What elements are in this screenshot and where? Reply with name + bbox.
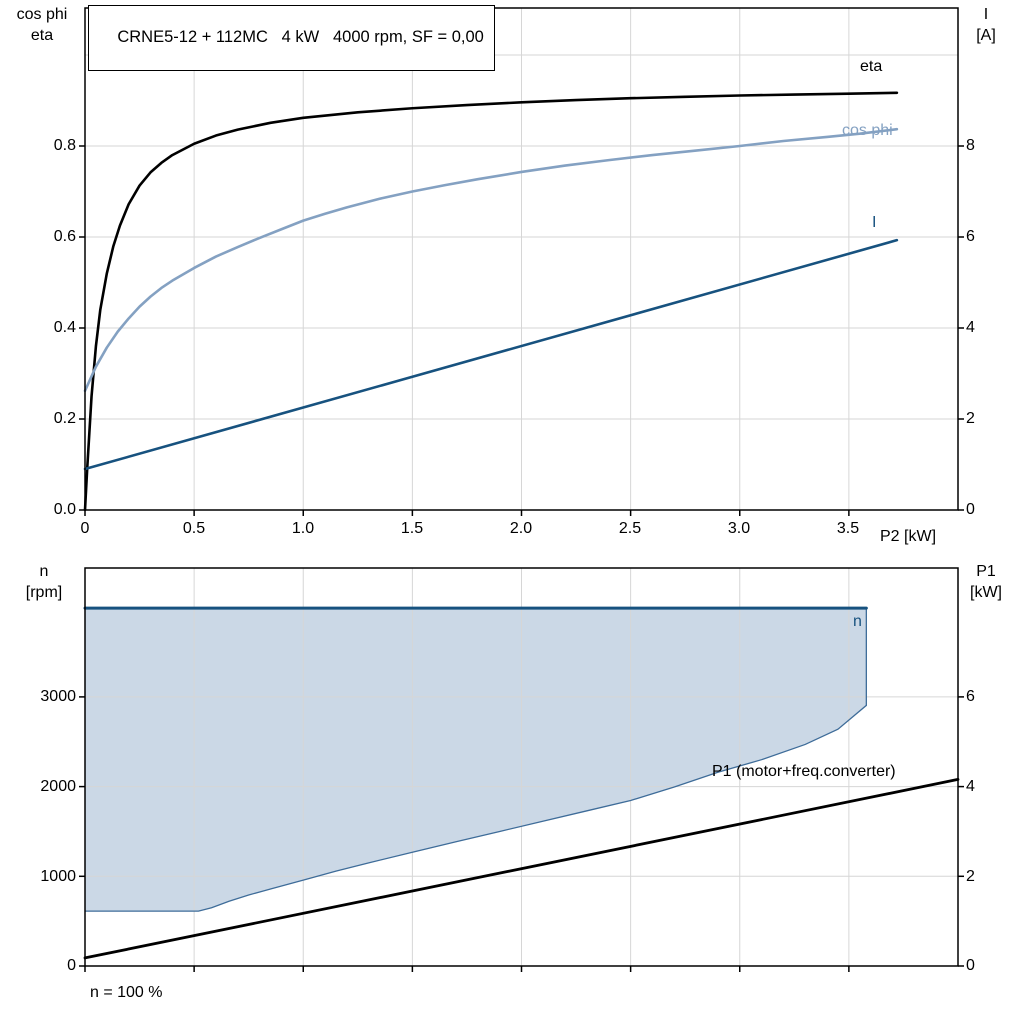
y-tick-label: 0.4	[53, 319, 76, 336]
y-tick-label: 6	[966, 688, 975, 705]
y-tick-label: 0.2	[53, 410, 76, 427]
top-right-axis-title: I [A]	[960, 4, 1012, 46]
y-tick-label: 0	[966, 957, 975, 974]
x-tick-label: 3.0	[727, 520, 751, 537]
bottom-right-axis-title: P1 [kW]	[958, 561, 1014, 603]
operating-region-boundary	[85, 608, 867, 912]
y-tick-label: 2	[966, 410, 975, 427]
x-axis-title: P2 [kW]	[880, 528, 937, 545]
y-tick-label: 0.8	[53, 137, 76, 154]
chart-title: CRNE5-12 + 112MC 4 kW 4000 rpm, SF = 0,0…	[117, 28, 484, 46]
eta-curve-label: eta	[860, 58, 883, 75]
y-tick-label: 2	[966, 868, 975, 885]
x-tick-label: 2.0	[509, 520, 533, 537]
y-tick-label: 4	[966, 319, 975, 336]
left-axis-title-line2: eta	[30, 27, 54, 44]
y-tick-label: 8	[966, 137, 975, 154]
chart-title-box: CRNE5-12 + 112MC 4 kW 4000 rpm, SF = 0,0…	[88, 5, 495, 71]
top-left-axis-title: cos phi eta	[6, 4, 78, 46]
p1-axis-title-line1: P1	[976, 563, 996, 580]
series-cos-phi	[83, 127, 899, 393]
series-eta	[83, 91, 899, 512]
y-tick-label: 4	[966, 778, 975, 795]
x-tick-label: 1.5	[400, 520, 424, 537]
y-tick-label: 0	[966, 501, 975, 518]
x-tick-label: 0.5	[182, 520, 206, 537]
series-p1	[83, 778, 960, 960]
y-tick-label: 3000	[40, 688, 76, 705]
speed-footnote: n = 100 %	[90, 984, 163, 1001]
rpm-axis-title-line2: [rpm]	[25, 584, 63, 601]
rpm-axis-title-line1: n	[39, 563, 49, 580]
n-curve-label: n	[853, 613, 862, 630]
x-tick-label: 3.5	[836, 520, 860, 537]
right-axis-title-line1: I	[983, 6, 989, 23]
operating-region-fill	[85, 608, 867, 912]
cos-phi-curve-label: cos phi	[842, 122, 893, 139]
series-current	[83, 238, 899, 471]
p1-curve-label: P1 (motor+freq.converter)	[712, 763, 896, 780]
y-tick-label: 0.6	[53, 228, 76, 245]
y-tick-label: 0.0	[53, 501, 76, 518]
x-tick-label: 1.0	[291, 520, 315, 537]
p1-axis-title-line2: [kW]	[970, 584, 1002, 601]
y-tick-label: 1000	[40, 868, 76, 885]
right-axis-title-line2: [A]	[976, 27, 996, 44]
left-axis-title-line1: cos phi	[16, 6, 68, 23]
x-tick-label: 0	[80, 520, 90, 537]
y-tick-label: 6	[966, 228, 975, 245]
x-tick-label: 2.5	[618, 520, 642, 537]
y-tick-label: 2000	[40, 778, 76, 795]
current-curve-label: I	[872, 214, 877, 231]
bottom-left-axis-title: n [rpm]	[6, 561, 82, 603]
y-tick-label: 0	[67, 957, 76, 974]
